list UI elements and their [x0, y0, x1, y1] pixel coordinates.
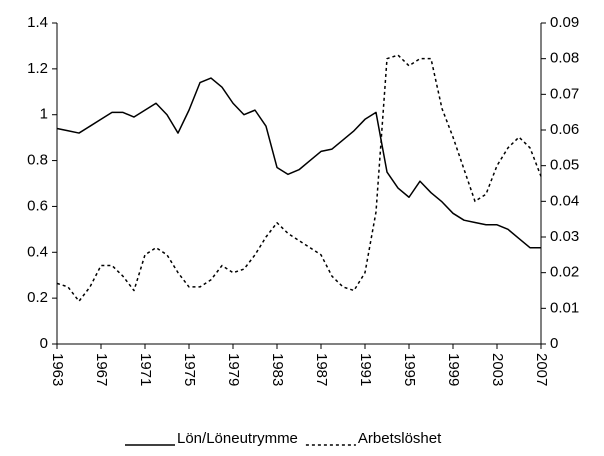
y-tick-label: 1	[40, 106, 48, 123]
legend-label: Lön/Löneutrymme	[177, 430, 298, 447]
y-tick-label: 0	[40, 335, 48, 352]
y-tick-label: 0.8	[27, 152, 48, 169]
y2-tick-label: 0.06	[550, 121, 579, 138]
y2-tick-label: 0.05	[550, 157, 579, 174]
x-tick-label: 2003	[489, 353, 506, 386]
x-tick-label: 1987	[313, 353, 330, 386]
x-tick-label: 1967	[93, 353, 110, 386]
series-line	[56, 77, 541, 249]
y2-tick-label: 0.09	[550, 14, 579, 31]
y2-tick-label: 0.08	[550, 50, 579, 67]
y-tick-label: 0.4	[27, 243, 48, 260]
y2-tick-label: 0.01	[550, 299, 579, 316]
y2-tick-label: 0.04	[550, 192, 579, 209]
y-tick-label: 0.6	[27, 197, 48, 214]
x-tick-label: 1999	[445, 353, 462, 386]
y2-tick-label: 0.03	[550, 228, 579, 245]
y2-tick-label: 0	[550, 335, 558, 352]
x-tick-label: 1975	[181, 353, 198, 386]
legend-label: Arbetslöshet	[358, 430, 442, 447]
x-tick-label: 1995	[401, 353, 418, 386]
y-tick-label: 1.4	[27, 14, 48, 31]
y2-tick-label: 0.07	[550, 85, 579, 102]
x-tick-label: 1991	[357, 353, 374, 386]
x-tick-label: 1979	[225, 353, 242, 386]
x-tick-label: 2007	[533, 353, 550, 386]
y2-tick-label: 0.02	[550, 264, 579, 281]
x-tick-label: 1963	[49, 353, 66, 386]
x-tick-label: 1983	[269, 353, 286, 386]
series-line	[56, 54, 542, 302]
y-tick-label: 1.2	[27, 60, 48, 77]
x-tick-label: 1971	[137, 353, 154, 386]
y-tick-label: 0.2	[27, 289, 48, 306]
